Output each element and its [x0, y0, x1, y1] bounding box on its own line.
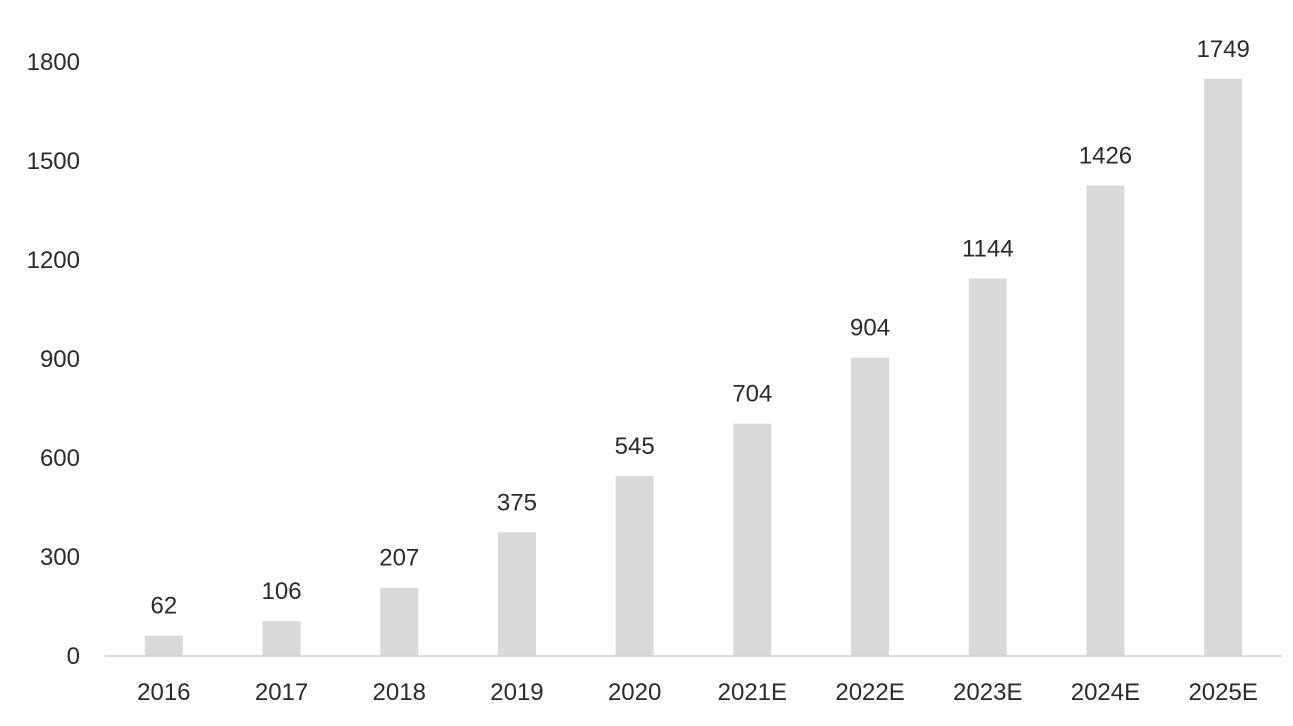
- x-tick-label: 2025E: [1188, 679, 1257, 706]
- y-tick-label: 1800: [27, 49, 80, 76]
- data-label: 1144: [962, 235, 1014, 262]
- x-tick-label: 2019: [490, 679, 543, 706]
- x-tick-label: 2016: [137, 679, 190, 706]
- y-tick-label: 900: [40, 346, 80, 373]
- data-label: 106: [262, 578, 302, 605]
- y-tick-label: 1500: [27, 148, 80, 175]
- x-tick-label: 2022E: [835, 679, 904, 706]
- x-tick-label: 2021E: [718, 679, 787, 706]
- data-label: 1749: [1196, 36, 1249, 63]
- bars-group: [144, 78, 1243, 657]
- x-tick-label: 2024E: [1071, 679, 1140, 706]
- y-tick-label: 300: [40, 544, 80, 571]
- data-label: 904: [850, 315, 890, 342]
- bar-2023e: [968, 278, 1007, 656]
- data-label: 62: [150, 593, 177, 620]
- x-tick-label: 2018: [373, 679, 426, 706]
- data-labels-group: 62 106 207 375 545 704 904 1144 1426 1749: [150, 36, 1249, 620]
- data-label: 207: [379, 545, 419, 572]
- data-label: 545: [615, 433, 655, 460]
- x-tick-label: 2017: [255, 679, 308, 706]
- data-label: 704: [732, 381, 772, 408]
- bar-2021e: [733, 423, 772, 656]
- data-label: 1426: [1079, 142, 1132, 169]
- bar-2024e: [1086, 185, 1125, 657]
- x-axis: 2016 2017 2018 2019 2020 2021E 2022E 2023E 2024E…: [137, 679, 1258, 706]
- x-tick-label: 2020: [608, 679, 661, 706]
- x-tick-label: 2023E: [953, 679, 1022, 706]
- bar-2022e: [851, 357, 890, 656]
- bar-2020: [615, 476, 654, 656]
- bar-2016: [144, 635, 183, 656]
- bar-2018: [380, 587, 419, 656]
- bar-2025e: [1204, 78, 1243, 656]
- y-tick-label: 600: [40, 445, 80, 472]
- bar-2019: [497, 532, 536, 656]
- y-tick-label: 1200: [27, 247, 80, 274]
- data-label: 375: [497, 489, 537, 516]
- bar-2017: [262, 621, 301, 656]
- y-axis: 0 300 600 900 1200 1500 1800: [27, 49, 80, 670]
- y-tick-label: 0: [67, 643, 80, 670]
